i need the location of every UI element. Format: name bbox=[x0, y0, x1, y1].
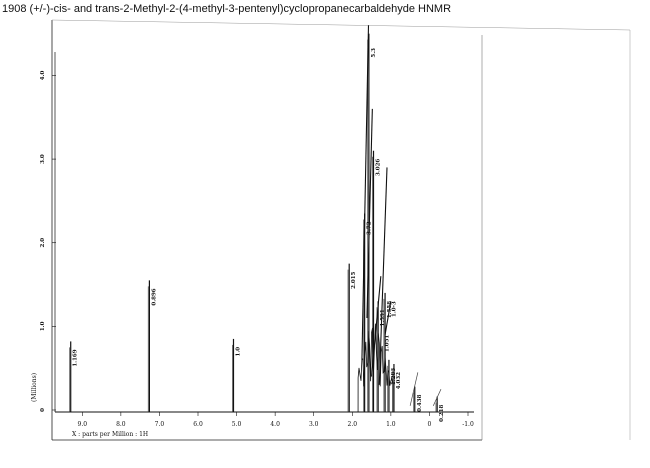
x-tick-label: 2.0 bbox=[348, 421, 358, 428]
peak-label: 0.438 bbox=[417, 394, 423, 411]
x-tick-label: 3.0 bbox=[309, 421, 319, 428]
peak-label: 0.896 bbox=[151, 288, 157, 305]
integral-curve bbox=[384, 301, 392, 335]
chart-frame bbox=[51, 19, 631, 441]
y-tick-label: 1.0 bbox=[40, 321, 46, 331]
integral-curve bbox=[378, 167, 388, 385]
peak-label: 0.218 bbox=[439, 404, 445, 421]
axes-group bbox=[54, 52, 474, 413]
x-tick-label: 5.0 bbox=[232, 421, 242, 428]
peak-label: 2.015 bbox=[351, 271, 357, 288]
y-axis-label: (Millions) bbox=[31, 373, 38, 402]
integral-curves bbox=[361, 25, 442, 406]
peak-label: 1.169 bbox=[73, 349, 79, 366]
peak-label: 4.032 bbox=[396, 372, 402, 389]
y-tick-label: 3.0 bbox=[40, 154, 46, 164]
top-frame-line bbox=[51, 19, 631, 31]
cluster-label: 1.051 bbox=[384, 335, 390, 352]
peak-label: 3.026 bbox=[376, 159, 382, 176]
peak-label: 5.3 bbox=[371, 48, 377, 58]
multiplet-cluster bbox=[357, 323, 394, 413]
integral-curve bbox=[371, 276, 382, 377]
integral-curve bbox=[361, 25, 370, 360]
y-tick-label: 2.0 bbox=[40, 238, 46, 248]
x-tick-label: 1.0 bbox=[386, 421, 396, 428]
x-axis-label: X : parts per Million : 1H bbox=[72, 431, 148, 438]
y-tick-label: 4.0 bbox=[40, 71, 46, 81]
cluster-label: 1.0-3 bbox=[391, 301, 397, 317]
x-ticks-group: 9.0 8.0 7.0 6.0 5.0 4.0 3.0 2.0 1.0 0 -1.0 bbox=[78, 412, 474, 428]
x-tick-label: 4.0 bbox=[270, 421, 280, 428]
peak-label: 1.591 bbox=[380, 309, 386, 326]
integral-curve bbox=[366, 108, 373, 319]
peak-label: 1.283 bbox=[391, 368, 397, 385]
x-tick-label: 6.0 bbox=[193, 421, 203, 428]
x-tick-label: 9.0 bbox=[78, 421, 88, 428]
peak-label: 1.558 bbox=[387, 301, 393, 318]
x-tick-label: -1.0 bbox=[462, 421, 474, 428]
integral-curve bbox=[432, 388, 442, 406]
spectrum-lines bbox=[69, 33, 438, 413]
x-tick-label: 8.0 bbox=[116, 421, 126, 428]
x-tick-label: 7.0 bbox=[155, 421, 165, 428]
integral-curve bbox=[409, 372, 419, 406]
page-title: 1908 (+/-)-cis- and trans-2-Methyl-2-(4-… bbox=[2, 3, 452, 15]
peak-label: 1.0 bbox=[235, 347, 241, 357]
x-tick-label: 0 bbox=[428, 421, 432, 428]
y-tick-label: 0 bbox=[40, 408, 46, 412]
y-ticks-group: 0 1.0 2.0 3.0 4.0 bbox=[40, 71, 56, 412]
